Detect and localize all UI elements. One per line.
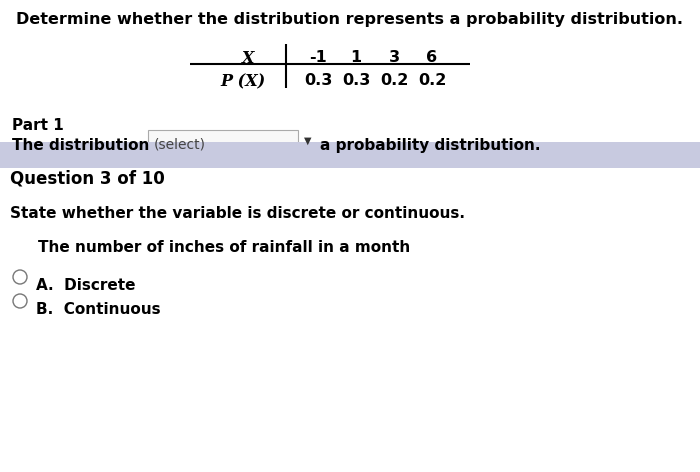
FancyBboxPatch shape — [148, 130, 298, 152]
Text: 3: 3 — [389, 50, 400, 65]
Text: 0.2: 0.2 — [418, 73, 446, 88]
Text: a probability distribution.: a probability distribution. — [320, 138, 540, 153]
Text: State whether the variable is discrete or continuous.: State whether the variable is discrete o… — [10, 206, 465, 221]
Text: A.  Discrete: A. Discrete — [36, 278, 136, 293]
Text: B.  Continuous: B. Continuous — [36, 302, 160, 317]
Text: The number of inches of rainfall in a month: The number of inches of rainfall in a mo… — [38, 240, 410, 255]
Text: Determine whether the distribution represents a probability distribution.: Determine whether the distribution repre… — [17, 12, 683, 27]
Text: (select): (select) — [154, 138, 206, 152]
Bar — [0, 142, 700, 168]
Text: -1: -1 — [309, 50, 327, 65]
Text: Question 3 of 10: Question 3 of 10 — [10, 170, 164, 188]
Text: ▼: ▼ — [304, 136, 312, 146]
Circle shape — [13, 270, 27, 284]
Text: The distribution: The distribution — [12, 138, 149, 153]
Text: 0.2: 0.2 — [380, 73, 408, 88]
Text: P (X): P (X) — [220, 73, 265, 90]
Circle shape — [13, 294, 27, 308]
Text: 1: 1 — [351, 50, 362, 65]
Text: X: X — [241, 50, 254, 67]
Text: 6: 6 — [426, 50, 438, 65]
Text: 0.3: 0.3 — [342, 73, 370, 88]
Text: Part 1: Part 1 — [12, 118, 64, 133]
Text: 0.3: 0.3 — [304, 73, 332, 88]
